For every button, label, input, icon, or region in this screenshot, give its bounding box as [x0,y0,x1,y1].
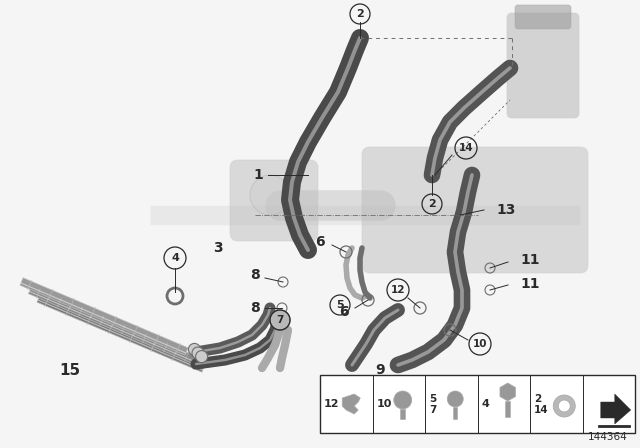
Circle shape [250,175,290,215]
Polygon shape [37,295,205,372]
Text: 8: 8 [250,268,260,282]
Text: 10: 10 [376,399,392,409]
Text: 2: 2 [534,394,541,404]
Circle shape [270,310,290,330]
Bar [320,375,635,433]
Text: 8: 8 [250,301,260,315]
Polygon shape [342,394,360,414]
FancyBboxPatch shape [362,147,588,273]
Bar [400,409,405,419]
Text: 9: 9 [375,363,385,377]
Text: 5: 5 [336,300,344,310]
Circle shape [192,347,204,359]
Text: 2: 2 [356,9,364,19]
Bar [453,407,457,419]
Polygon shape [601,394,631,424]
Circle shape [558,400,570,412]
Polygon shape [20,278,188,355]
FancyBboxPatch shape [515,5,571,29]
Bar [505,401,510,417]
FancyBboxPatch shape [230,160,318,241]
Text: 10: 10 [473,339,487,349]
Circle shape [188,344,200,355]
Text: 11: 11 [520,277,540,291]
Text: 4: 4 [171,253,179,263]
Text: 11: 11 [520,253,540,267]
Text: 14: 14 [459,143,474,153]
Polygon shape [500,383,516,401]
Text: 15: 15 [60,362,81,378]
Text: 13: 13 [496,203,515,217]
Text: 12: 12 [324,399,339,409]
Text: 7: 7 [429,405,436,415]
Text: 6: 6 [315,235,325,249]
Text: 4: 4 [481,399,490,409]
Text: 1: 1 [253,168,263,182]
Text: 5: 5 [429,394,436,404]
Text: 12: 12 [391,285,405,295]
Circle shape [394,391,412,409]
Text: 7: 7 [276,315,284,325]
Text: 14: 14 [534,405,548,415]
Polygon shape [28,286,196,364]
FancyBboxPatch shape [507,13,579,118]
Text: 144364: 144364 [588,432,628,442]
Text: 2: 2 [428,199,436,209]
Circle shape [447,391,463,407]
Text: 6: 6 [339,305,349,319]
Circle shape [553,395,575,417]
Text: 3: 3 [213,241,223,255]
Circle shape [196,351,207,362]
